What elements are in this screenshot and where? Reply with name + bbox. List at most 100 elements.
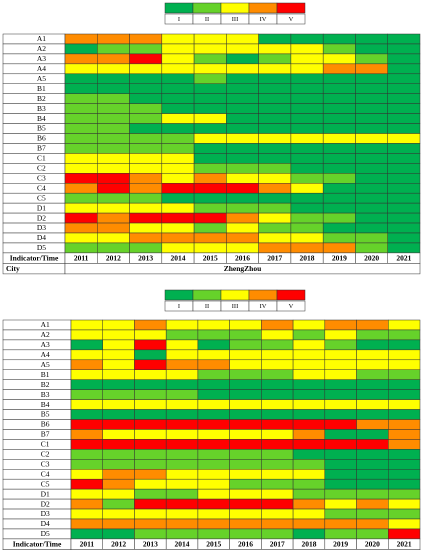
row-label: D5 — [41, 529, 50, 538]
cell — [292, 518, 326, 530]
cell — [355, 73, 388, 85]
cell — [355, 183, 388, 194]
cell — [324, 319, 357, 331]
row-label: D1 — [41, 489, 50, 498]
cell — [324, 329, 357, 341]
row-label: C1 — [41, 440, 50, 449]
cell — [292, 449, 326, 460]
cell — [197, 339, 230, 351]
cell — [229, 528, 262, 540]
cell — [356, 528, 389, 540]
cell — [70, 369, 103, 380]
legend-swatch — [164, 2, 194, 14]
cell — [290, 173, 324, 184]
cell — [355, 103, 388, 114]
cell — [226, 83, 259, 94]
cell — [102, 439, 135, 450]
cell — [97, 222, 130, 234]
cell — [229, 518, 262, 530]
cell — [356, 419, 389, 430]
cell — [102, 488, 135, 500]
cell — [102, 359, 135, 370]
cell — [355, 212, 388, 224]
x-tick-label: 2012 — [111, 539, 126, 548]
cell — [165, 449, 199, 460]
cell — [258, 232, 292, 244]
cell — [388, 478, 421, 490]
cell — [226, 202, 259, 214]
cell — [322, 103, 356, 114]
cell — [161, 103, 195, 114]
cell — [165, 508, 199, 520]
cell — [229, 429, 262, 440]
cell — [290, 232, 324, 244]
cell — [290, 222, 324, 234]
cell — [70, 469, 103, 480]
cell — [102, 419, 135, 430]
cell — [197, 439, 230, 450]
cell — [356, 488, 389, 500]
cell — [197, 399, 230, 410]
cell — [165, 429, 199, 440]
cell — [197, 329, 230, 341]
cell — [197, 518, 230, 530]
cell — [129, 242, 163, 254]
cell — [290, 73, 324, 85]
row-label: C4 — [41, 469, 50, 478]
cell — [161, 183, 195, 194]
cell — [134, 379, 167, 390]
legend-swatch — [248, 289, 278, 301]
legend-swatch — [276, 289, 306, 301]
cell — [292, 379, 326, 390]
city-name: ZhengZhou — [224, 264, 262, 273]
cell — [197, 469, 230, 480]
cell — [226, 63, 259, 75]
cell — [134, 459, 167, 470]
row-label: D4 — [37, 233, 46, 242]
cell — [134, 518, 167, 530]
cell — [161, 173, 195, 184]
cell — [261, 419, 294, 430]
cell — [193, 232, 227, 244]
cell — [388, 439, 421, 450]
cell — [290, 103, 324, 114]
cell — [258, 73, 292, 85]
row-label: D5 — [37, 243, 46, 252]
x-tick-label: 2016 — [238, 539, 253, 548]
cell — [387, 123, 421, 134]
cell — [261, 459, 294, 470]
cell — [97, 163, 130, 174]
cell — [322, 222, 356, 234]
cell — [97, 192, 130, 204]
cell — [388, 399, 421, 410]
row-label-cell — [2, 133, 66, 144]
cell — [388, 319, 421, 331]
cell — [258, 212, 292, 224]
cell — [226, 232, 259, 244]
cell — [64, 133, 98, 144]
row-label-cell — [2, 319, 72, 331]
cell — [258, 113, 292, 124]
cell — [226, 43, 259, 55]
cell — [290, 113, 324, 124]
cell — [165, 399, 199, 410]
cell — [261, 518, 294, 530]
cell — [165, 498, 199, 510]
x-tick-label: 2014 — [175, 539, 190, 548]
cell — [197, 449, 230, 460]
cell — [292, 429, 326, 440]
x-tick-label: 2018 — [301, 539, 316, 548]
cell — [226, 183, 259, 194]
cell — [70, 439, 103, 450]
row-label-cell — [2, 63, 66, 75]
row-label-cell — [2, 339, 72, 351]
cell — [324, 359, 357, 370]
row-label: B2 — [41, 380, 50, 389]
row-label-cell — [2, 242, 66, 254]
cell — [64, 202, 98, 214]
row-label: A1 — [37, 34, 46, 43]
cell — [324, 518, 357, 530]
cell — [70, 359, 103, 370]
cell — [134, 508, 167, 520]
legend-label: II — [205, 16, 209, 23]
